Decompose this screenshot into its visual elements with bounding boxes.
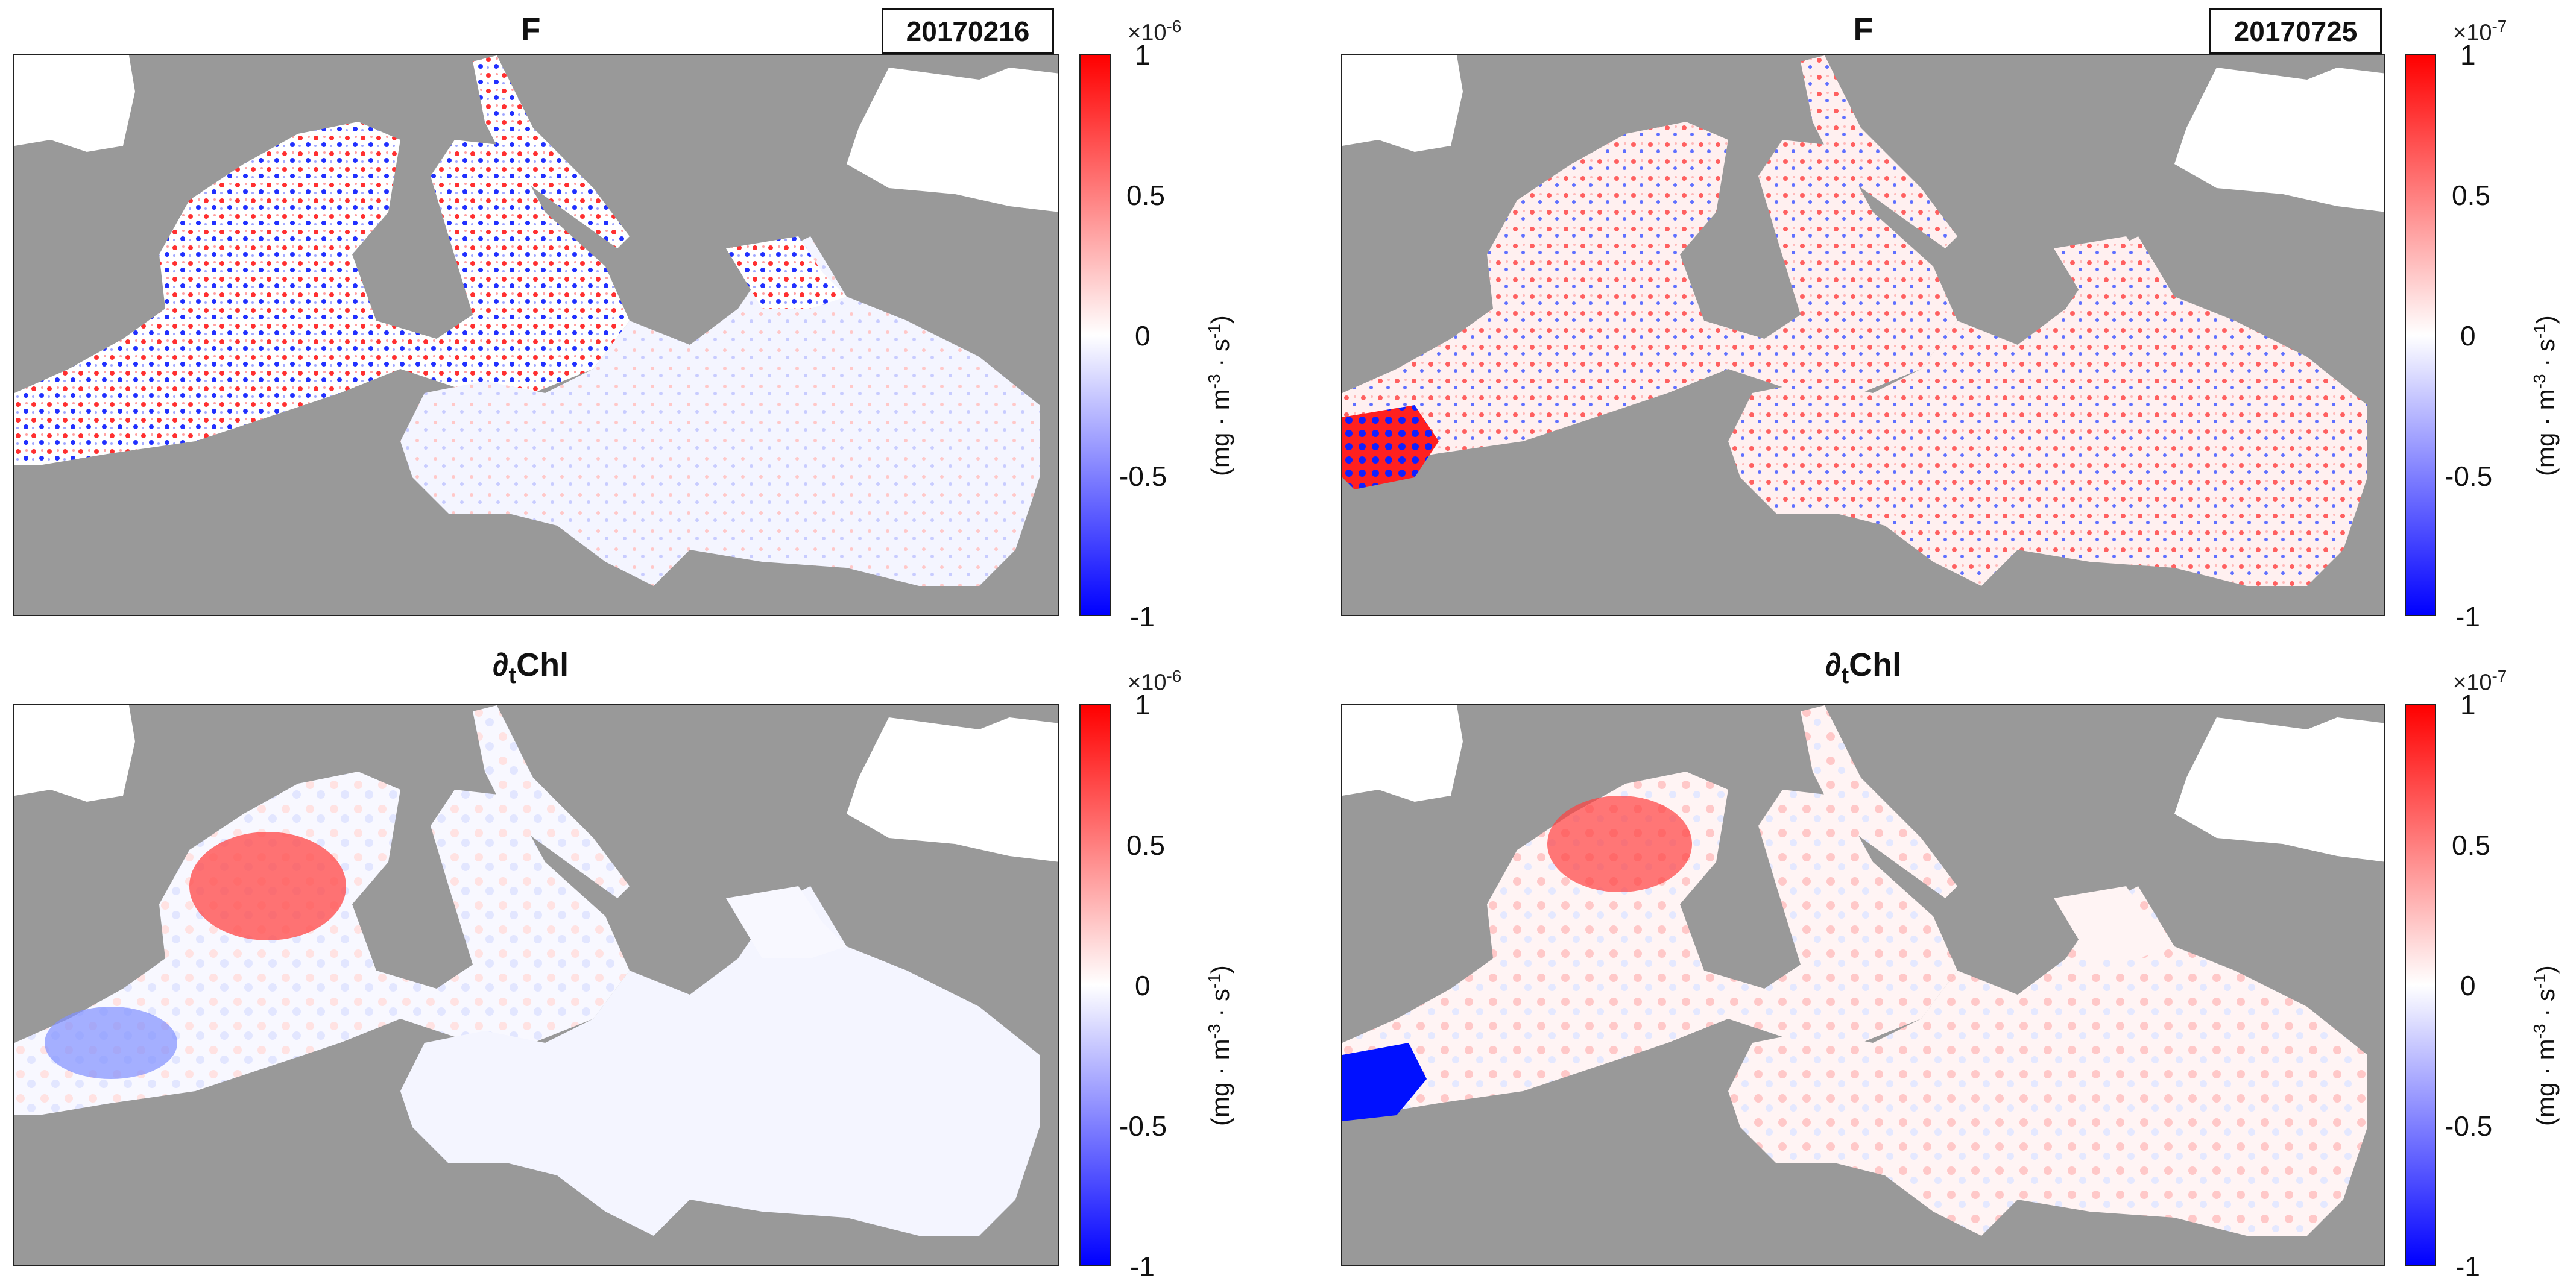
colorbar (2405, 704, 2436, 1266)
date-label: 20170725 (2209, 8, 2382, 54)
tick-label: -0.5 (2445, 461, 2493, 492)
tick-label: -0.5 (2445, 1110, 2493, 1142)
colorbar-exponent: ×10-7 (2453, 17, 2507, 46)
colorbar (1079, 704, 1111, 1266)
date-text: 20170216 (906, 16, 1030, 47)
panel-title: F (0, 11, 1061, 48)
colorbar-exponent: ×10-7 (2453, 667, 2507, 696)
tick-label: 0 (1135, 970, 1151, 1001)
panel-title: F (1341, 11, 2385, 48)
colorbar (2405, 54, 2436, 616)
panel-title-text: F (1853, 11, 1874, 48)
colorbar-exponent: ×10-6 (1128, 667, 1182, 696)
colorbar-unit: (mg · m-3 · s-1) (1205, 965, 1234, 1126)
colorbar-unit: (mg · m-3 · s-1) (1205, 315, 1234, 476)
tick-label: 0.5 (1126, 829, 1165, 861)
date-label: 20170216 (882, 8, 1054, 54)
tick-label: -1 (1130, 601, 1155, 632)
colorbar-unit: (mg · m-3 · s-1) (2530, 315, 2560, 476)
tick-label: 1 (1135, 39, 1151, 71)
tick-label: 0.5 (2452, 829, 2490, 861)
tick-label: 0 (2460, 970, 2476, 1001)
tick-label: -1 (2455, 1251, 2480, 1282)
tick-label: -0.5 (1119, 461, 1167, 492)
tick-label: -0.5 (1119, 1110, 1167, 1142)
colorbar-exponent: ×10-6 (1128, 17, 1182, 46)
map-dtchl-winter (13, 704, 1059, 1266)
colorbar-unit: (mg · m-3 · s-1) (2530, 965, 2560, 1126)
map-f-winter (13, 54, 1059, 616)
panel-title-text: F (520, 11, 541, 48)
tick-label: 0.5 (1126, 180, 1165, 211)
panel-title: ∂tChl (1825, 647, 1902, 688)
tick-label: 0 (1135, 320, 1151, 351)
tick-label: -1 (2455, 601, 2480, 632)
colorbar (1079, 54, 1111, 616)
tick-label: -1 (1130, 1251, 1155, 1282)
tick-label: 1 (2460, 689, 2476, 720)
panel-title: ∂tChl (492, 647, 569, 688)
tick-label: 0 (2460, 320, 2476, 351)
map-dtchl-summer (1341, 704, 2385, 1266)
tick-label: 0.5 (2452, 180, 2490, 211)
date-text: 20170725 (2233, 16, 2358, 47)
map-f-summer (1341, 54, 2385, 616)
tick-label: 1 (2460, 39, 2476, 71)
tick-label: 1 (1135, 689, 1151, 720)
